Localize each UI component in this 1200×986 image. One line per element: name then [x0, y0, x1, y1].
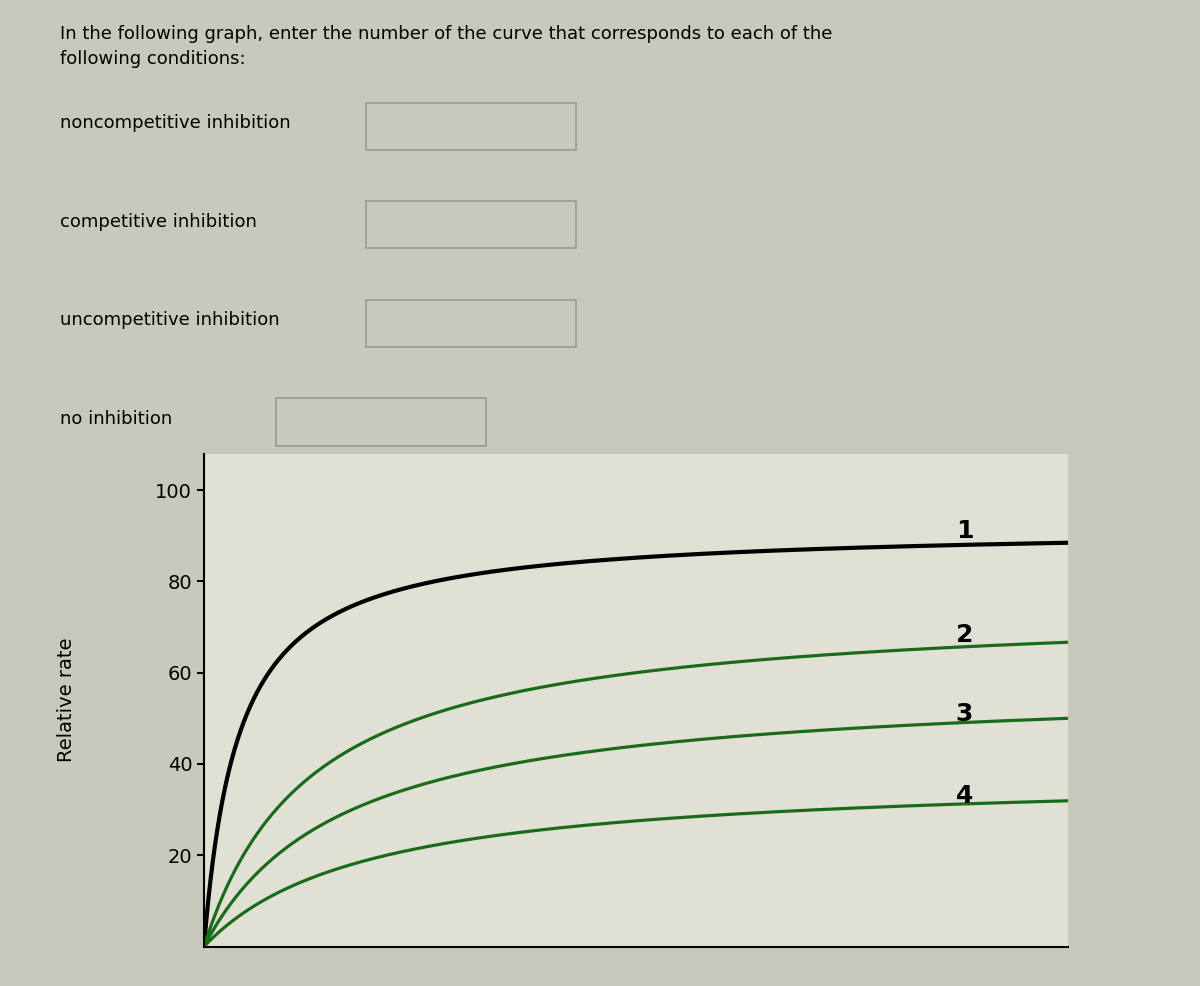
Text: uncompetitive inhibition: uncompetitive inhibition [60, 312, 280, 329]
Text: 2: 2 [955, 623, 973, 648]
Text: Relative rate: Relative rate [56, 638, 76, 762]
Text: 4: 4 [955, 784, 973, 809]
Text: noncompetitive inhibition: noncompetitive inhibition [60, 114, 290, 132]
Text: 3: 3 [955, 702, 973, 726]
Text: 1: 1 [955, 520, 973, 543]
Text: In the following graph, enter the number of the curve that corresponds to each o: In the following graph, enter the number… [60, 25, 833, 68]
Text: competitive inhibition: competitive inhibition [60, 213, 257, 231]
Text: no inhibition: no inhibition [60, 410, 173, 428]
